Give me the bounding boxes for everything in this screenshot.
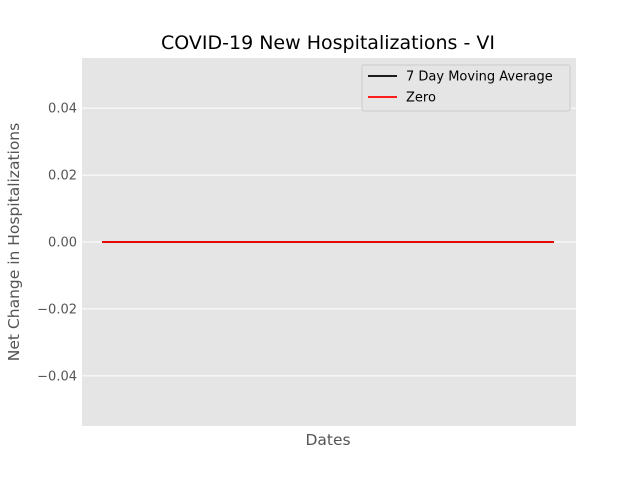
y-axis-label: Net Change in Hospitalizations <box>5 123 23 361</box>
legend: 7 Day Moving Average Zero <box>361 64 571 112</box>
y-tick-label: 0.02 <box>48 169 77 184</box>
legend-label-moving-average: 7 Day Moving Average <box>406 70 553 85</box>
y-tick-label: 0.00 <box>48 236 77 251</box>
x-axis-label: Dates <box>305 431 350 449</box>
y-tick-labels: −0.04 −0.02 0.00 0.02 0.04 <box>37 102 77 385</box>
chart-title: COVID-19 New Hospitalizations - VI <box>161 32 495 54</box>
y-tick-label: 0.04 <box>48 102 77 117</box>
legend-box <box>361 64 571 112</box>
y-tick-label: −0.04 <box>37 369 77 384</box>
legend-label-zero: Zero <box>406 91 436 106</box>
y-tick-label: −0.02 <box>37 302 77 317</box>
